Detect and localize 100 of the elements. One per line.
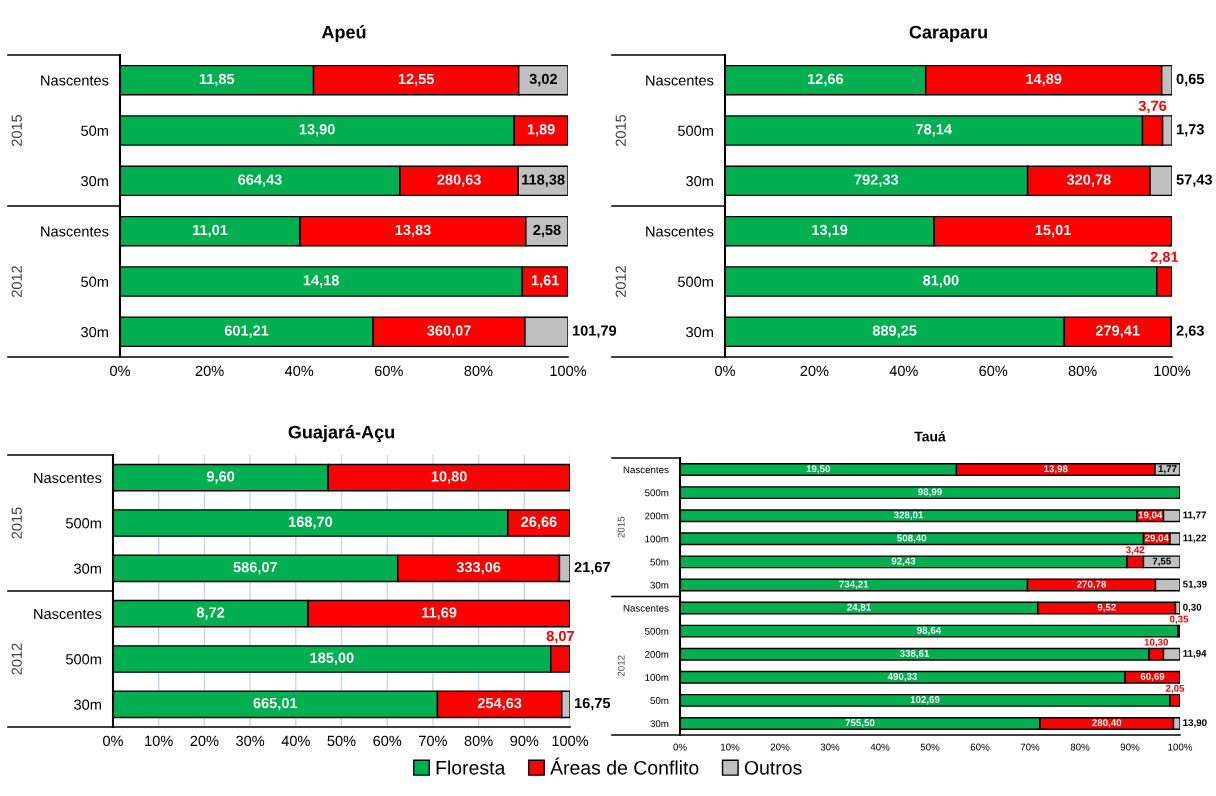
text: 11,94 — [1183, 649, 1207, 659]
legend-label: Floresta — [436, 760, 506, 775]
legend-label: Áreas de Conflito — [550, 757, 699, 775]
y-tick-label: 500m — [678, 125, 713, 136]
annotation: 270,78 — [1076, 580, 1107, 589]
annotation: 1,77 — [1158, 465, 1177, 474]
text: 2012 — [11, 266, 22, 297]
y-tick-label: Nascentes — [34, 472, 102, 484]
chart-title: Apeú — [321, 25, 366, 43]
annotation: 280,40 — [1092, 719, 1122, 728]
text: 2,63 — [1176, 325, 1204, 338]
y-tick-label: 30m — [74, 563, 101, 574]
annotation: 60,69 — [1140, 673, 1165, 682]
y-tick-label: Nascentes — [41, 75, 109, 86]
annotation: 665,01 — [253, 697, 298, 711]
text: 21,67 — [574, 561, 610, 575]
x-tick-label: 60% — [979, 365, 1008, 377]
y-tick-label: 50m — [81, 125, 108, 136]
annotation: 2,81 — [1150, 251, 1179, 265]
annotation: 19,50 — [806, 465, 831, 474]
annotation: 11,69 — [422, 607, 457, 620]
x-tick-label: 60% — [970, 743, 990, 751]
annotation: 8,72 — [196, 607, 225, 620]
text: 16,75 — [574, 697, 611, 711]
y-tick-label: 500m — [66, 518, 101, 529]
y-tick-label: 30m — [650, 720, 669, 728]
annotation: 81,00 — [923, 275, 959, 288]
x-tick-label: 70% — [1020, 743, 1040, 751]
annotation: 98,64 — [917, 626, 942, 636]
x-tick-label: 30% — [236, 735, 265, 747]
annotation: 508,40 — [897, 534, 927, 543]
x-tick-label: 60% — [373, 735, 402, 747]
y-tick-label: Nascentes — [623, 604, 669, 612]
x-tick-label: 40% — [281, 735, 310, 747]
annotation: 12,66 — [808, 73, 844, 87]
annotation: 98,99 — [918, 488, 942, 497]
y-tick-label: 30m — [686, 326, 713, 338]
legend-label: Outros — [744, 760, 802, 775]
x-tick-label: 100% — [1154, 365, 1191, 377]
annotation: 13,98 — [1044, 465, 1068, 474]
x-tick-label: 90% — [1120, 743, 1140, 751]
text: 2015 — [11, 507, 22, 539]
x-tick-label: 20% — [800, 365, 829, 377]
annotation: 3,02 — [529, 73, 557, 87]
y-tick-label: 100m — [645, 535, 669, 543]
annotation: 664,43 — [238, 174, 282, 187]
y-tick-label: Nascentes — [41, 226, 109, 237]
annotation: 2,05 — [1165, 684, 1185, 694]
annotation: 102,69 — [910, 696, 940, 705]
annotation: 24,81 — [847, 603, 871, 613]
annotation: 26,66 — [521, 516, 557, 530]
annotation: 889,25 — [872, 325, 917, 338]
y-tick-label: 500m — [678, 276, 713, 287]
text: 2015 — [11, 114, 22, 146]
annotation: 734,21 — [839, 580, 869, 589]
x-tick-label: 10% — [145, 735, 173, 747]
annotation: 29,04 — [1144, 534, 1169, 543]
y-tick-label: Nascentes — [623, 466, 669, 474]
y-tick-label: Nascentes — [646, 75, 714, 86]
x-tick-label: 10% — [721, 743, 740, 751]
y-tick-label: 100m — [645, 674, 669, 681]
x-tick-label: 80% — [1070, 743, 1090, 751]
text: 2012 — [615, 266, 626, 297]
annotation: 11,01 — [193, 224, 228, 238]
x-tick-label: 50% — [327, 735, 356, 747]
annotation: 2,58 — [533, 224, 561, 238]
x-tick-label: 30% — [820, 743, 840, 751]
y-tick-label: 500m — [66, 654, 101, 665]
y-tick-label: 50m — [81, 276, 108, 287]
x-tick-label: 80% — [464, 365, 493, 377]
annotation: 360,07 — [427, 325, 471, 338]
annotation: 11,85 — [199, 73, 235, 87]
annotation: 0,35 — [1169, 615, 1189, 624]
annotation: 13,19 — [812, 224, 848, 238]
x-tick-label: 20% — [195, 365, 224, 377]
annotation: 118,38 — [522, 174, 565, 187]
annotation: 10,30 — [1144, 638, 1169, 647]
annotation: 338,61 — [899, 649, 930, 659]
annotation: 490,33 — [887, 673, 918, 682]
y-tick-label: 200m — [645, 650, 669, 658]
annotation: 1,89 — [527, 124, 555, 137]
annotation: 9,60 — [206, 471, 235, 484]
annotation: 15,01 — [1035, 224, 1071, 238]
annotation: 12,55 — [398, 73, 434, 87]
chart-title: Caraparu — [909, 25, 987, 43]
y-tick-label: Nascentes — [34, 608, 102, 620]
annotation: 13,83 — [395, 224, 431, 238]
annotation: 1,61 — [531, 275, 559, 288]
y-tick-label: 50m — [650, 558, 669, 566]
text: 0,65 — [1176, 73, 1205, 87]
annotation: 14,89 — [1026, 73, 1062, 87]
chart-title: Guajará-Açu — [288, 425, 394, 443]
annotation: 755,50 — [845, 719, 875, 728]
y-tick-label: Nascentes — [646, 226, 714, 237]
y-tick-label: 30m — [650, 581, 669, 589]
annotation: 320,78 — [1066, 174, 1111, 187]
annotation: 792,33 — [854, 174, 899, 187]
annotation: 3,76 — [1138, 100, 1167, 114]
y-tick-label: 30m — [81, 175, 108, 187]
y-tick-label: 30m — [686, 175, 713, 187]
